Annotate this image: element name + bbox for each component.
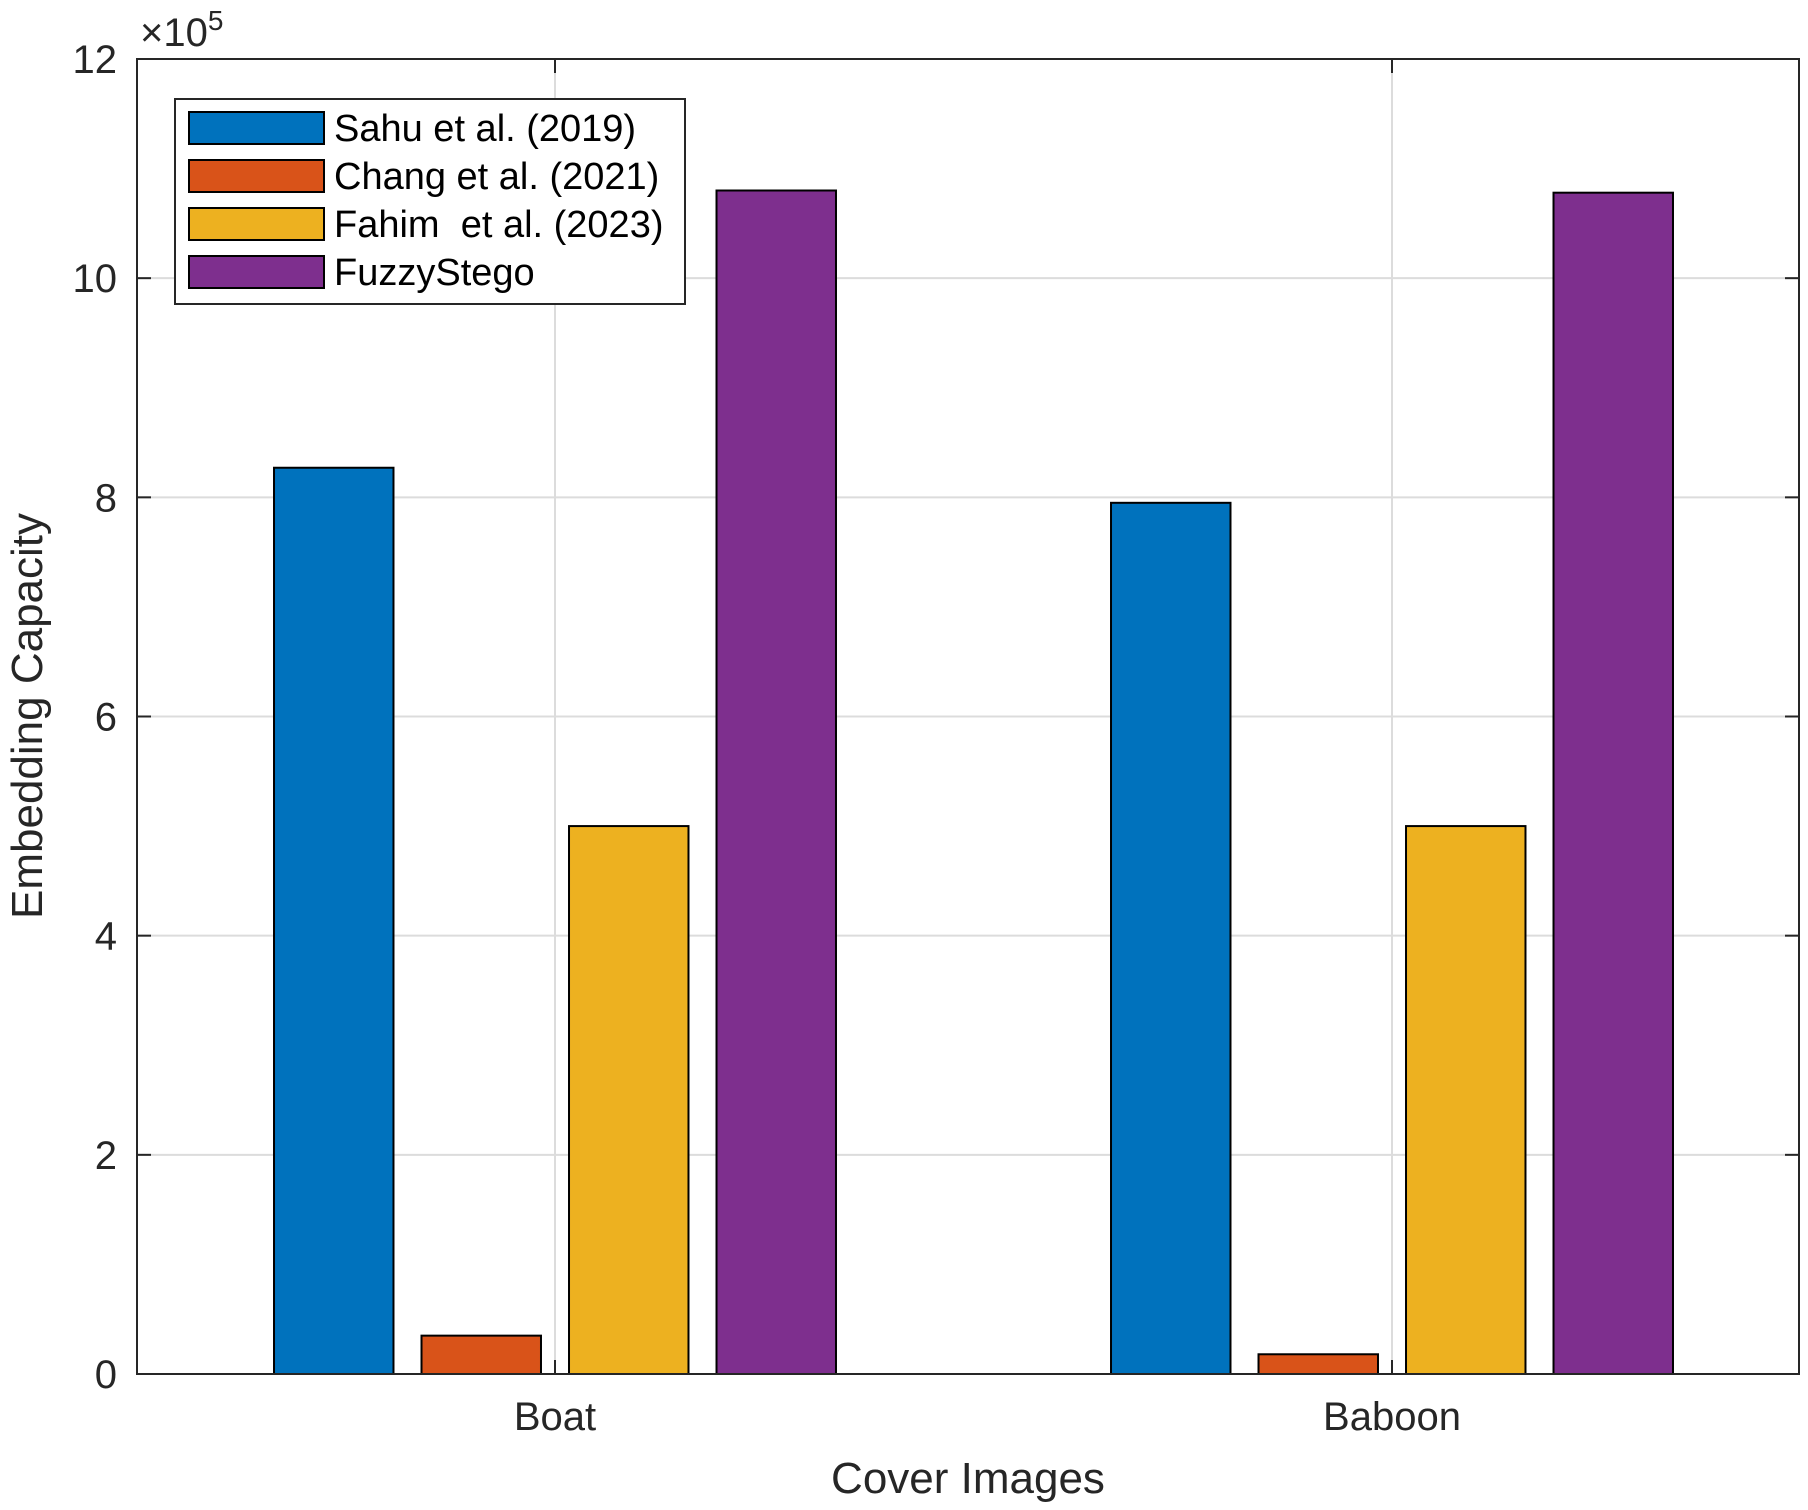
y-tick-label: 8 xyxy=(95,476,117,520)
y-tick-label: 4 xyxy=(95,915,117,959)
bar-boat-series-3 xyxy=(568,825,690,1375)
bar-baboon-series-2 xyxy=(1257,1353,1379,1376)
legend-label-2: Chang et al. (2021) xyxy=(334,156,659,198)
y-tick-label: 6 xyxy=(95,696,117,740)
y-tick-label: 0 xyxy=(95,1353,117,1397)
y-tick-label: 2 xyxy=(95,1134,117,1178)
bar-baboon-series-1 xyxy=(1110,501,1232,1375)
bar-baboon-series-3 xyxy=(1405,825,1527,1375)
y-tick-label: 10 xyxy=(73,257,118,301)
x-axis-label: Cover Images xyxy=(831,1454,1105,1503)
legend-label-4: FuzzyStego xyxy=(334,252,535,294)
x-tick-label-baboon: Baboon xyxy=(1323,1395,1461,1439)
x-tick-label-boat: Boat xyxy=(514,1395,596,1439)
y-exponent-label: ×105 xyxy=(140,5,223,55)
legend-label-3: Fahim et al. (2023) xyxy=(334,204,663,246)
bar-boat-series-1 xyxy=(273,466,395,1375)
y-tick-label: 12 xyxy=(73,38,118,82)
y-axis-label: Embedding Capacity xyxy=(3,513,52,919)
legend-swatch-1 xyxy=(188,111,325,145)
bar-boat-series-4 xyxy=(715,189,837,1375)
legend-swatch-3 xyxy=(188,207,325,241)
legend-label-1: Sahu et al. (2019) xyxy=(334,108,636,150)
legend-swatch-2 xyxy=(188,159,325,193)
legend-swatch-4 xyxy=(188,255,325,289)
bar-boat-series-2 xyxy=(420,1334,542,1376)
bar-series xyxy=(273,189,1674,1376)
bar-baboon-series-4 xyxy=(1552,191,1674,1376)
axis-ticks: 0 2 4 6 8 10 12 Boat Baboon xyxy=(73,38,1799,1439)
legend: Sahu et al. (2019) Chang et al. (2021) Fah… xyxy=(174,98,686,305)
